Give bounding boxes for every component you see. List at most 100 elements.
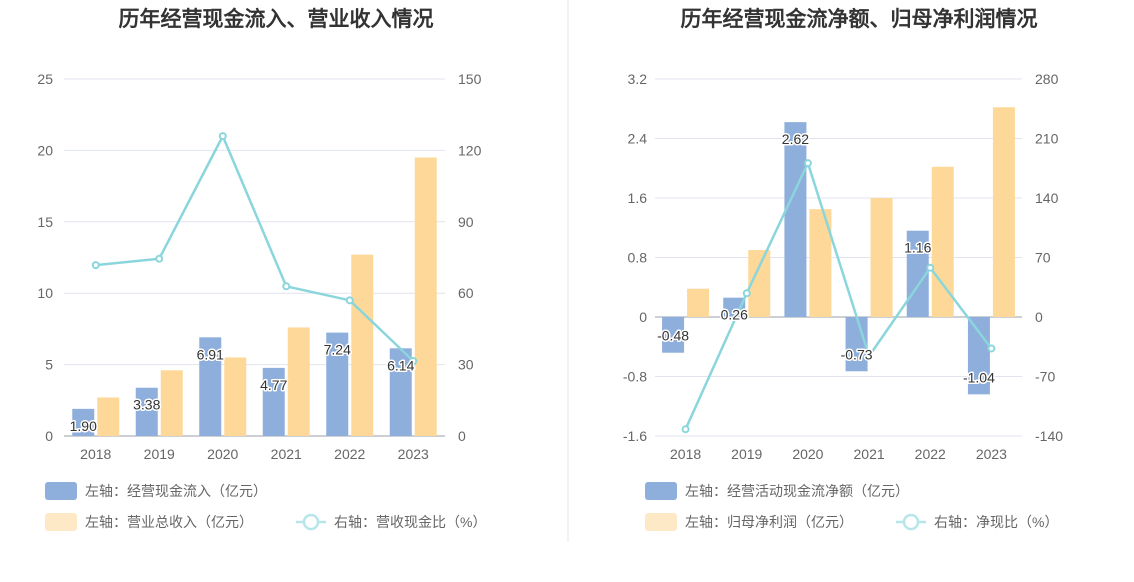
x-axis-tick: 2021 bbox=[854, 446, 885, 462]
legend-label: 左轴：经营活动现金流净额（亿元） bbox=[685, 483, 909, 499]
legend-label: 左轴：归母净利润（亿元） bbox=[685, 514, 853, 530]
left-axis-tick: 25 bbox=[37, 71, 53, 87]
bar-secondary bbox=[97, 397, 120, 436]
x-axis-tick: 2018 bbox=[80, 446, 111, 462]
left-axis-tick: 0.8 bbox=[628, 250, 648, 266]
right-axis-tick: 210 bbox=[1035, 131, 1059, 147]
line-point bbox=[155, 254, 164, 263]
legend-label: 右轴：营收现金比（%） bbox=[334, 514, 486, 530]
line-point bbox=[926, 263, 935, 272]
line-series bbox=[684, 159, 993, 430]
chart-1: 历年经营现金流入、营业收入情况 0 5 10 15 20 25 0 30 60 90 120 150 20… bbox=[37, 7, 486, 531]
data-label: -0.48 bbox=[657, 328, 689, 344]
line-point bbox=[282, 282, 291, 291]
right-axis-tick: 140 bbox=[1035, 190, 1059, 206]
data-label: 6.14 bbox=[387, 357, 414, 373]
legend: 左轴：经营现金流入（亿元） 左轴：营业总收入（亿元） 右轴：营收现金比（%） bbox=[45, 482, 486, 531]
line-point bbox=[865, 352, 874, 361]
right-axis-tick: 0 bbox=[1035, 309, 1043, 325]
bar-primary bbox=[135, 387, 158, 436]
bar-primary bbox=[723, 297, 746, 317]
x-axis-tick: 2023 bbox=[398, 446, 429, 462]
line-series bbox=[95, 133, 415, 362]
line-point bbox=[803, 159, 812, 168]
right-axis-tick: 30 bbox=[458, 357, 474, 373]
right-axis-tick: -140 bbox=[1035, 428, 1063, 444]
left-axis-tick: 20 bbox=[37, 142, 53, 158]
data-label: 4.77 bbox=[260, 377, 287, 393]
line-point bbox=[345, 296, 354, 305]
line-point bbox=[91, 261, 100, 270]
bar-secondary bbox=[748, 250, 771, 317]
left-axis-tick: -1.6 bbox=[623, 428, 647, 444]
bar-secondary bbox=[414, 157, 437, 437]
left-axis-tick: -0.8 bbox=[623, 369, 647, 385]
x-axis-tick: 2021 bbox=[271, 446, 302, 462]
right-axis-tick: -70 bbox=[1035, 369, 1055, 385]
chart-2: 历年经营现金流净额、归母净利润情况 -1.6 -0.8 0 0.8 1.6 2.4 3.2 -1… bbox=[623, 7, 1063, 531]
left-axis-tick: 2.4 bbox=[628, 131, 648, 147]
left-axis-tick: 10 bbox=[37, 285, 53, 301]
legend-marker bbox=[902, 513, 920, 531]
bar-primary bbox=[72, 408, 95, 436]
right-axis-tick: 60 bbox=[458, 285, 474, 301]
left-axis-tick: 3.2 bbox=[628, 71, 648, 87]
x-axis-tick: 2019 bbox=[144, 446, 175, 462]
right-axis-tick: 90 bbox=[458, 214, 474, 230]
data-label: 0.26 bbox=[721, 307, 748, 323]
data-label: 2.62 bbox=[782, 131, 809, 147]
data-label: 7.24 bbox=[324, 342, 351, 358]
line-point bbox=[742, 289, 751, 298]
data-label: 6.91 bbox=[197, 346, 224, 362]
right-axis-tick: 70 bbox=[1035, 250, 1051, 266]
left-axis-tick: 1.6 bbox=[628, 190, 648, 206]
legend-swatch bbox=[645, 482, 677, 500]
bar-secondary bbox=[992, 107, 1015, 317]
x-axis-tick: 2018 bbox=[670, 446, 701, 462]
x-axis-tick: 2022 bbox=[334, 446, 365, 462]
bar-primary bbox=[967, 317, 990, 395]
right-axis-tick: 120 bbox=[458, 142, 482, 158]
bar-primary bbox=[262, 367, 285, 436]
line-point bbox=[218, 132, 227, 141]
x-axis-tick: 2022 bbox=[915, 446, 946, 462]
legend-marker bbox=[302, 513, 320, 531]
data-label: 1.16 bbox=[904, 240, 931, 256]
bar-secondary bbox=[287, 327, 310, 436]
data-label: -0.73 bbox=[841, 346, 873, 362]
left-axis-tick: 5 bbox=[45, 357, 53, 373]
legend-swatch bbox=[45, 482, 77, 500]
bar-primary bbox=[389, 348, 412, 436]
bar-secondary bbox=[809, 209, 832, 317]
legend: 左轴：经营活动现金流净额（亿元） 左轴：归母净利润（亿元） 右轴：净现比（%） bbox=[645, 482, 1058, 531]
bar-secondary bbox=[224, 357, 247, 436]
right-axis-tick: 150 bbox=[458, 71, 482, 87]
legend-label: 左轴：经营现金流入（亿元） bbox=[85, 483, 267, 499]
legend-label: 右轴：净现比（%） bbox=[934, 514, 1058, 530]
x-axis-tick: 2020 bbox=[792, 446, 823, 462]
legend-swatch bbox=[45, 513, 77, 531]
bar-secondary bbox=[931, 166, 954, 317]
left-axis-tick: 0 bbox=[639, 309, 647, 325]
bar-primary bbox=[784, 122, 807, 317]
data-label: 1.90 bbox=[70, 418, 97, 434]
bar-secondary bbox=[160, 370, 183, 436]
chart-title: 历年经营现金流入、营业收入情况 bbox=[119, 7, 434, 31]
x-axis-tick: 2019 bbox=[731, 446, 762, 462]
right-axis-tick: 280 bbox=[1035, 71, 1059, 87]
bar-primary bbox=[662, 317, 685, 353]
legend-label: 左轴：营业总收入（亿元） bbox=[85, 514, 253, 530]
line-point bbox=[409, 357, 418, 366]
chart-title: 历年经营现金流净额、归母净利润情况 bbox=[681, 7, 1038, 31]
bar-secondary bbox=[351, 254, 374, 436]
data-label: -1.04 bbox=[963, 369, 995, 385]
bar-secondary bbox=[687, 288, 710, 317]
bar-secondary bbox=[870, 198, 893, 317]
x-axis-tick: 2023 bbox=[976, 446, 1007, 462]
left-axis-tick: 0 bbox=[45, 428, 53, 444]
right-axis-tick: 0 bbox=[458, 428, 466, 444]
bar-primary bbox=[326, 332, 349, 436]
data-label: 3.38 bbox=[133, 397, 160, 413]
